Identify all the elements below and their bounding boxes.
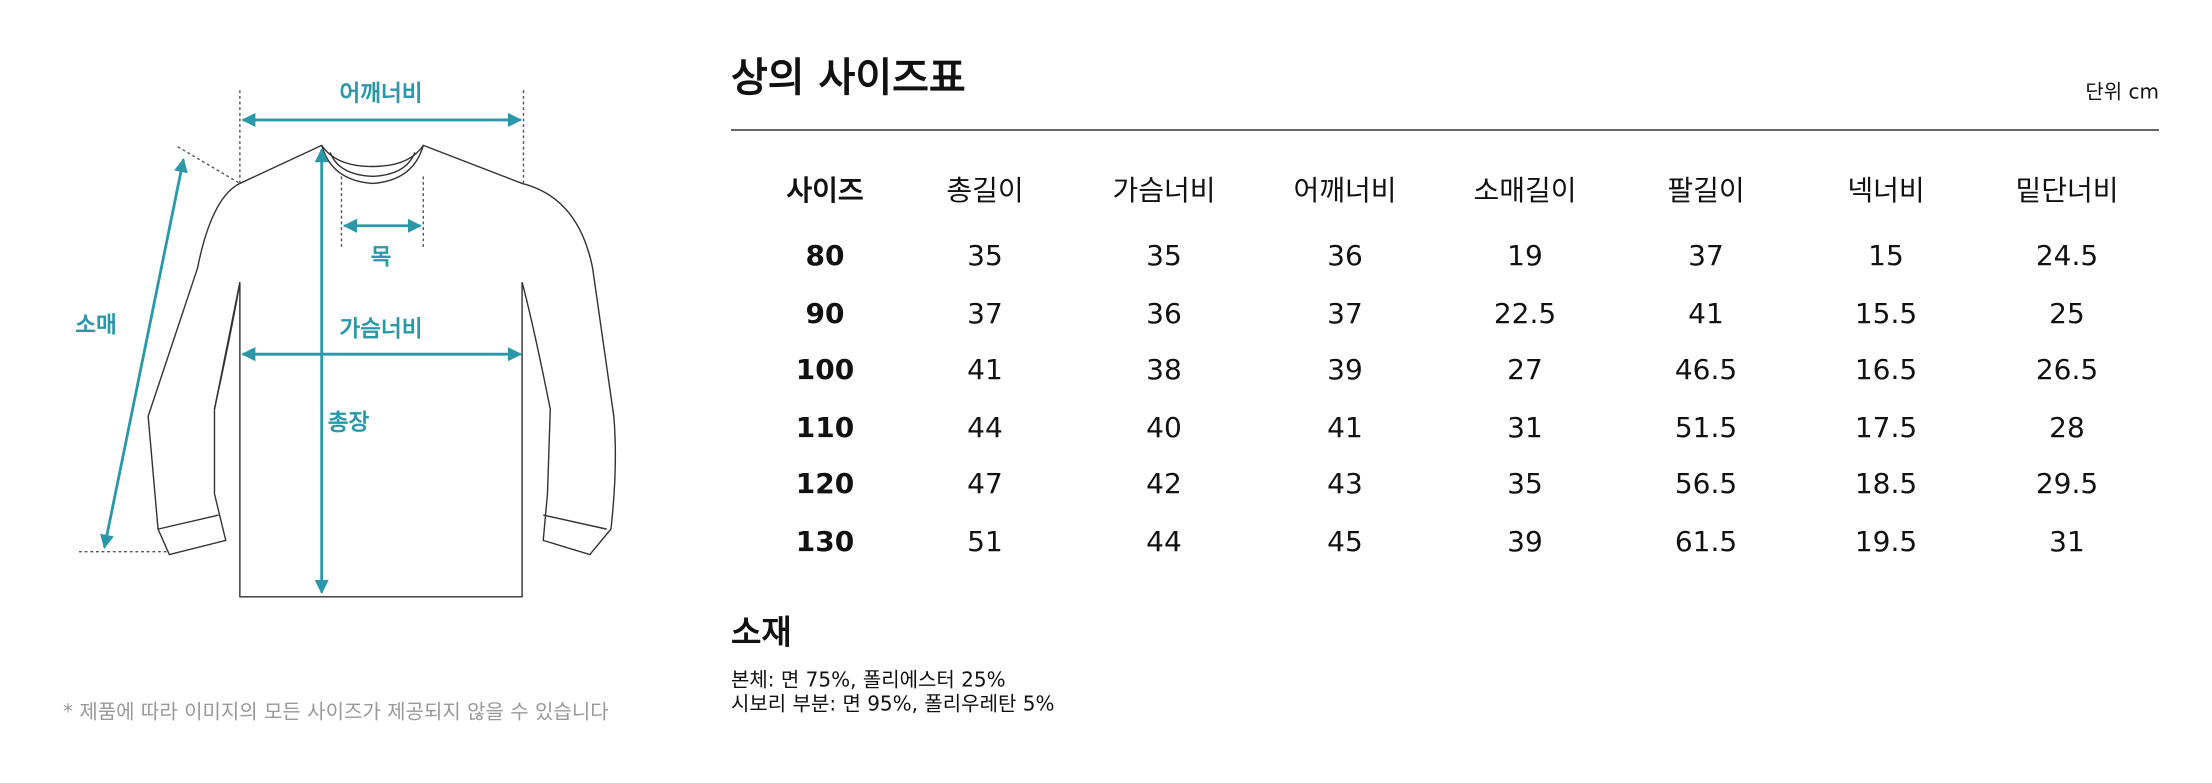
table-cell: 24.5 bbox=[2036, 239, 2098, 272]
table-cell: 41 bbox=[1327, 411, 1363, 444]
label-shoulder: 어깨너비 bbox=[339, 81, 422, 107]
column-header: 넥너비 bbox=[1847, 174, 1924, 207]
table-cell: 15.5 bbox=[1855, 297, 1917, 330]
table-cell: 45 bbox=[1327, 525, 1363, 558]
table-cell: 51.5 bbox=[1675, 411, 1737, 444]
table-cell: 29.5 bbox=[2036, 467, 2098, 500]
table-cell: 31 bbox=[1507, 411, 1543, 444]
table-cell: 41 bbox=[967, 353, 1003, 386]
table-cell: 35 bbox=[1146, 239, 1182, 272]
material-line: 시보리 부분: 면 95%, 폴리우레탄 5% bbox=[731, 692, 1054, 716]
size-cell: 120 bbox=[796, 467, 854, 500]
table-cell: 19.5 bbox=[1855, 525, 1917, 558]
table-cell: 35 bbox=[1507, 467, 1543, 500]
label-length: 총장 bbox=[328, 410, 370, 436]
table-cell: 16.5 bbox=[1855, 353, 1917, 386]
table-cell: 61.5 bbox=[1675, 525, 1737, 558]
size-cell: 80 bbox=[806, 239, 845, 272]
table-cell: 27 bbox=[1507, 353, 1543, 386]
size-cell: 100 bbox=[796, 353, 854, 386]
column-header: 사이즈 bbox=[786, 174, 863, 207]
column-header: 팔길이 bbox=[1667, 174, 1744, 207]
table-cell: 19 bbox=[1507, 239, 1543, 272]
label-neck: 목 bbox=[371, 245, 392, 271]
table-cell: 36 bbox=[1146, 297, 1182, 330]
table-cell: 41 bbox=[1688, 297, 1724, 330]
size-table: 사이즈 총길이 가슴너비 어깨너비 소매길이 팔길이 넥너비 밑단너비 80 35 35 36 19 37… bbox=[786, 174, 2118, 558]
table-cell: 42 bbox=[1146, 467, 1182, 500]
unit: 단위 cm bbox=[2085, 80, 2159, 104]
table-cell: 31 bbox=[2049, 525, 2085, 558]
table-cell: 37 bbox=[1327, 297, 1363, 330]
table-cell: 28 bbox=[2049, 411, 2085, 444]
column-header: 총길이 bbox=[946, 174, 1023, 207]
column-header: 가슴너비 bbox=[1112, 174, 1215, 207]
title: 상의 사이즈표 bbox=[731, 55, 966, 101]
column-header: 어깨너비 bbox=[1293, 174, 1396, 207]
table-cell: 46.5 bbox=[1675, 353, 1737, 386]
material-title: 소재 bbox=[731, 613, 792, 652]
table-cell: 39 bbox=[1507, 525, 1543, 558]
table-cell: 25 bbox=[2049, 297, 2085, 330]
table-cell: 17.5 bbox=[1855, 411, 1917, 444]
table-cell: 44 bbox=[1146, 525, 1182, 558]
table-cell: 39 bbox=[1327, 353, 1363, 386]
table-cell: 35 bbox=[967, 239, 1003, 272]
size-cell: 90 bbox=[806, 297, 845, 330]
table-cell: 43 bbox=[1327, 467, 1363, 500]
column-header: 밑단너비 bbox=[2015, 174, 2118, 207]
shirt-diagram: 어깨너비 목 가슴너비 총장 소매 bbox=[75, 81, 617, 598]
table-cell: 44 bbox=[967, 411, 1003, 444]
table-cell: 36 bbox=[1327, 239, 1363, 272]
table-cell: 47 bbox=[967, 467, 1003, 500]
table-cell: 15 bbox=[1868, 239, 1904, 272]
size-cell: 110 bbox=[796, 411, 854, 444]
label-sleeve: 소매 bbox=[75, 312, 117, 338]
table-cell: 51 bbox=[967, 525, 1003, 558]
footnote: * 제품에 따라 이미지의 모든 사이즈가 제공되지 않을 수 있습니다 bbox=[63, 700, 609, 724]
table-cell: 37 bbox=[967, 297, 1003, 330]
table-cell: 40 bbox=[1146, 411, 1182, 444]
table-cell: 22.5 bbox=[1494, 297, 1556, 330]
material-line: 본체: 면 75%, 폴리에스터 25% bbox=[731, 668, 1006, 692]
table-cell: 38 bbox=[1146, 353, 1182, 386]
label-chest: 가슴너비 bbox=[339, 317, 422, 343]
table-cell: 56.5 bbox=[1675, 467, 1737, 500]
size-cell: 130 bbox=[796, 525, 854, 558]
table-cell: 26.5 bbox=[2036, 353, 2098, 386]
table-cell: 18.5 bbox=[1855, 467, 1917, 500]
column-header: 소매길이 bbox=[1473, 174, 1576, 207]
table-cell: 37 bbox=[1688, 239, 1724, 272]
